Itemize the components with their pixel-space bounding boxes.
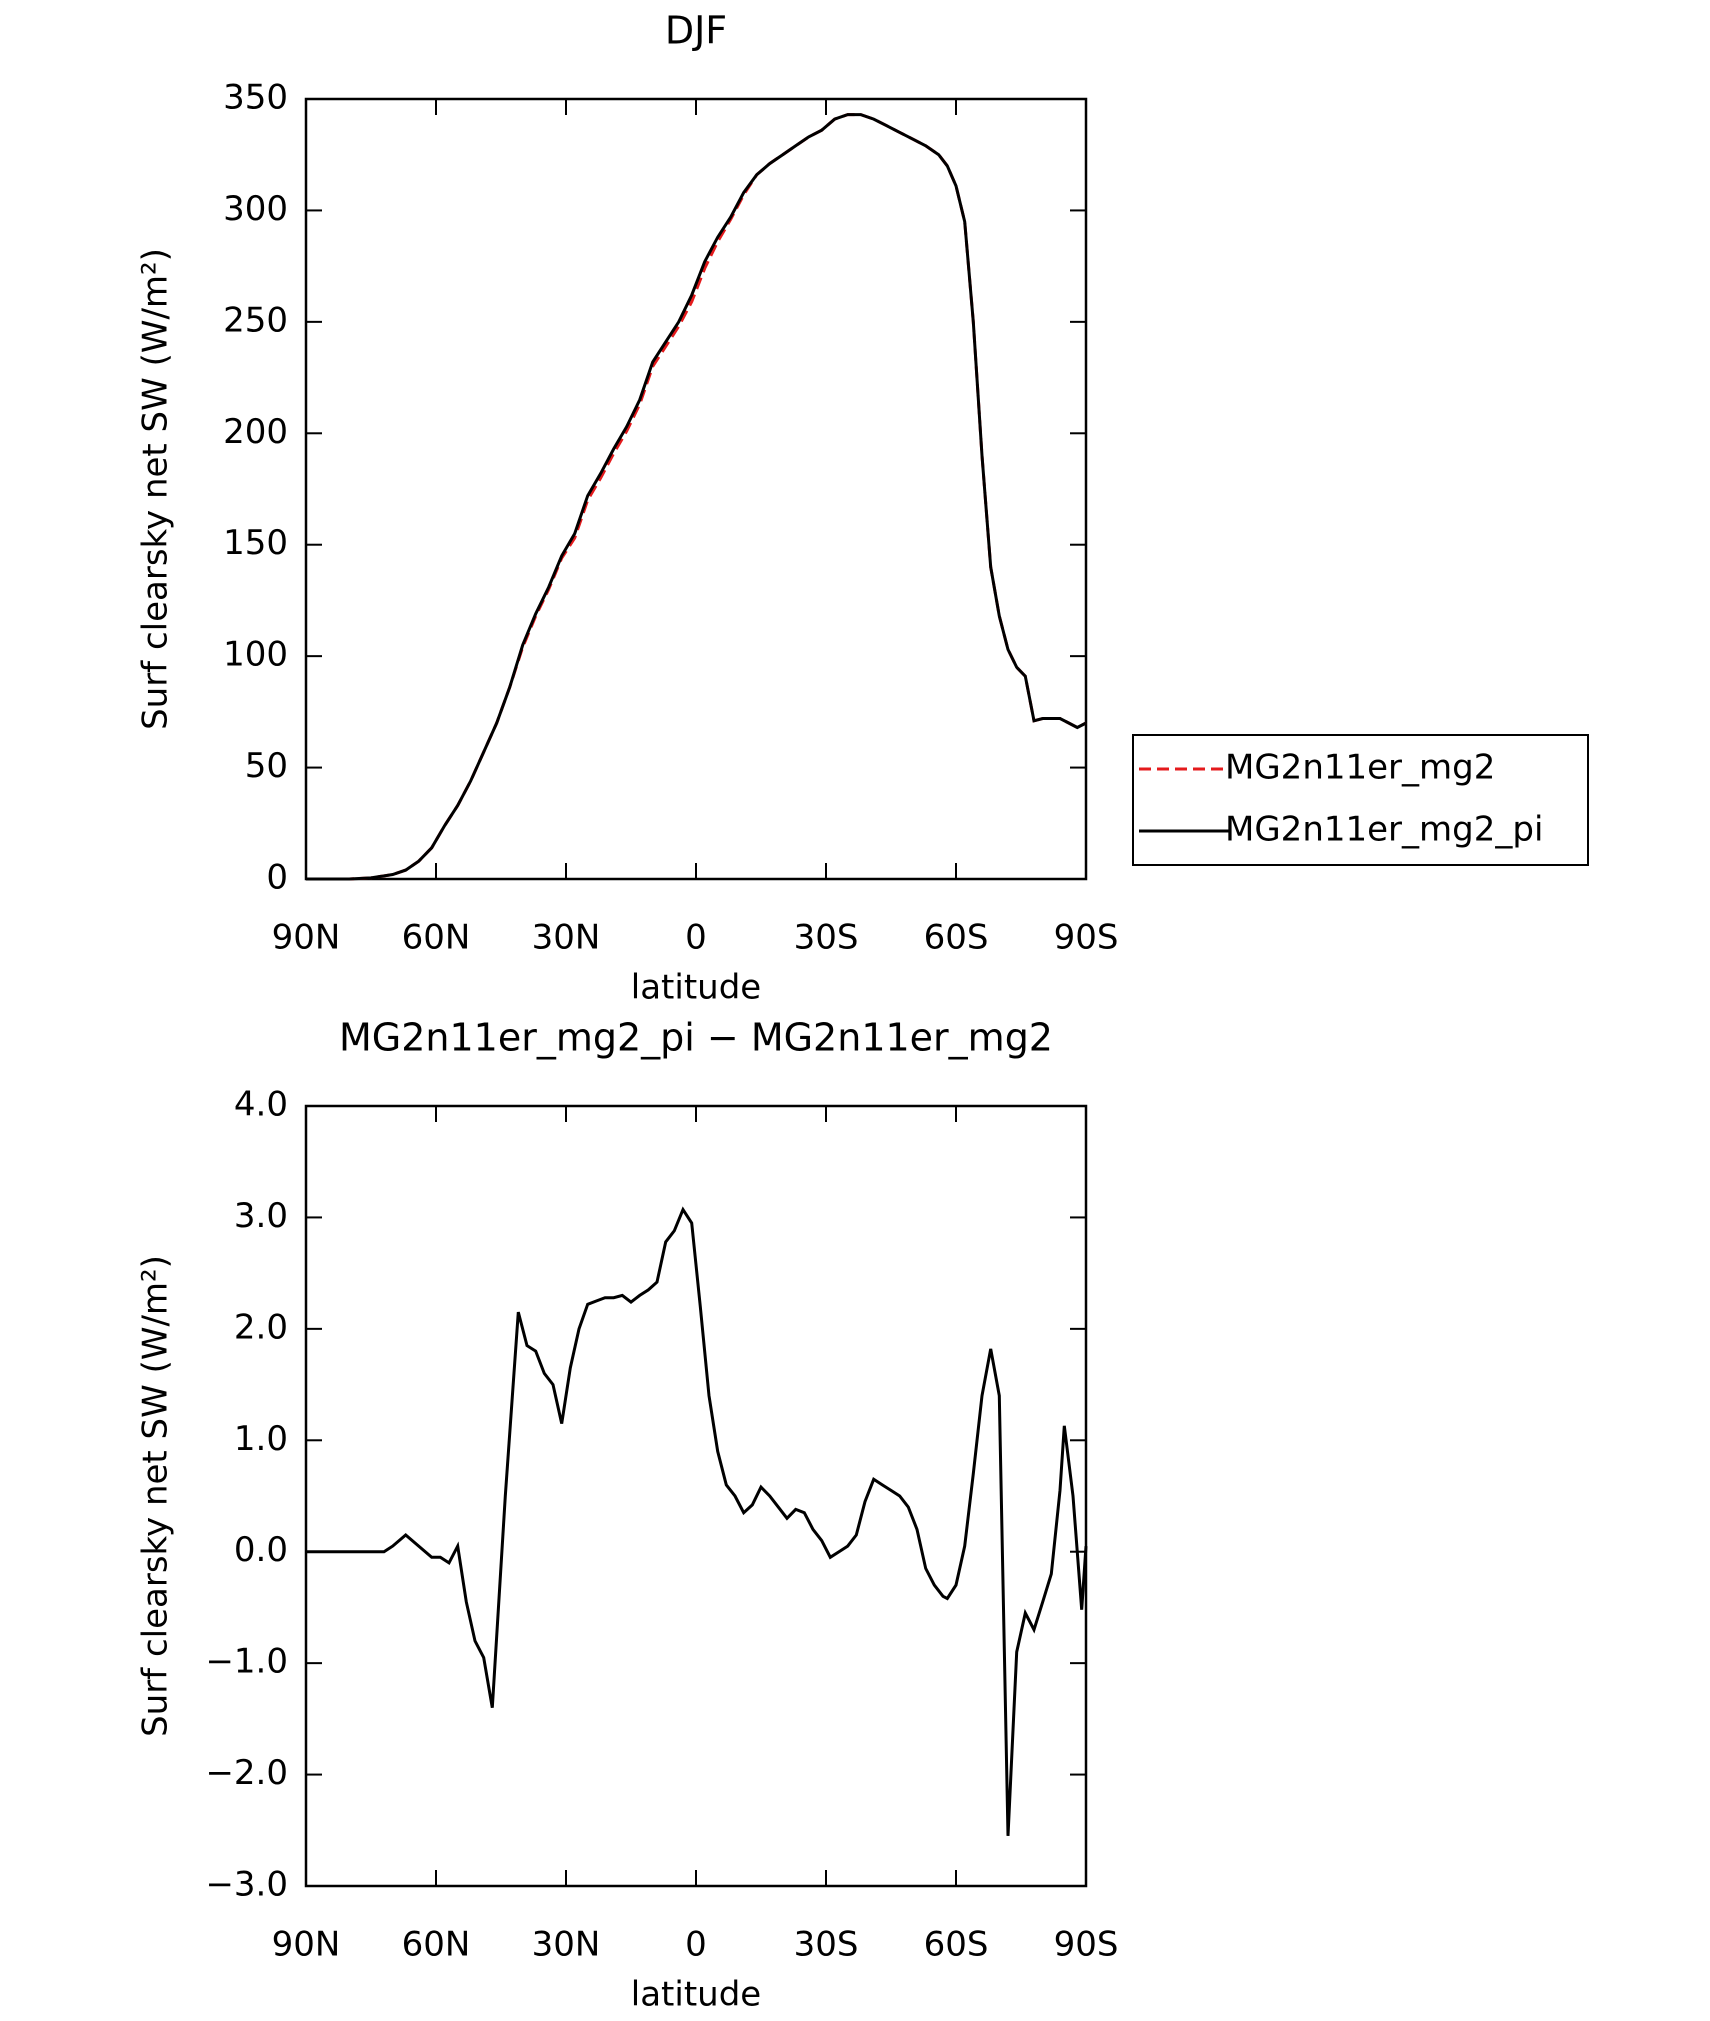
- data-line: [306, 113, 1087, 881]
- y-tick-label: −1.0: [205, 1642, 288, 1682]
- x-tick-label: 30N: [532, 1925, 601, 1965]
- x-tick-label: 60S: [924, 1925, 989, 1965]
- y-axis-label: Surf clearsky net SW (W/m²): [136, 248, 176, 730]
- y-tick-label: 250: [223, 300, 288, 340]
- x-tick-label: 60S: [924, 918, 989, 958]
- x-tick-label: 90N: [272, 918, 341, 958]
- x-tick-label: 90S: [1054, 1925, 1119, 1965]
- x-tick-label: 30S: [794, 1925, 859, 1965]
- y-tick-label: 3.0: [234, 1196, 288, 1236]
- plot-frame: [304, 1104, 1088, 1888]
- y-tick-label: 0: [266, 858, 288, 898]
- y-tick-label: 100: [223, 635, 288, 675]
- plot-frame: [304, 97, 1088, 881]
- y-tick-label: 200: [223, 412, 288, 452]
- x-tick-label: 60N: [402, 1925, 471, 1965]
- data-line: [306, 113, 1087, 881]
- y-tick-label: 300: [223, 189, 288, 229]
- data-line: [306, 1206, 1088, 1836]
- y-tick-label: 0.0: [234, 1530, 288, 1570]
- y-tick-label: 350: [223, 78, 288, 118]
- x-tick-label: 0: [685, 1925, 707, 1965]
- chart-title: MG2n11er_mg2_pi − MG2n11er_mg2: [339, 1016, 1053, 1060]
- x-tick-label: 60N: [402, 918, 471, 958]
- legend-label: MG2n11er_mg2_pi: [1225, 810, 1543, 850]
- legend-label: MG2n11er_mg2: [1225, 748, 1495, 788]
- x-axis-label: latitude: [631, 1975, 761, 2015]
- y-tick-label: 4.0: [234, 1085, 288, 1125]
- x-tick-label: 90N: [272, 1925, 341, 1965]
- chart-title: DJF: [665, 9, 727, 53]
- y-tick-label: −3.0: [205, 1865, 288, 1905]
- y-tick-label: 2.0: [234, 1307, 288, 1347]
- y-tick-label: 1.0: [234, 1419, 288, 1459]
- legend-box: [1132, 734, 1589, 866]
- x-tick-label: 30S: [794, 918, 859, 958]
- y-tick-label: 50: [245, 746, 288, 786]
- x-tick-label: 90S: [1054, 918, 1119, 958]
- x-tick-label: 30N: [532, 918, 601, 958]
- y-axis-label: Surf clearsky net SW (W/m²): [136, 1255, 176, 1737]
- x-tick-label: 0: [685, 918, 707, 958]
- y-tick-label: −2.0: [205, 1753, 288, 1793]
- x-axis-label: latitude: [631, 968, 761, 1008]
- y-tick-label: 150: [223, 523, 288, 563]
